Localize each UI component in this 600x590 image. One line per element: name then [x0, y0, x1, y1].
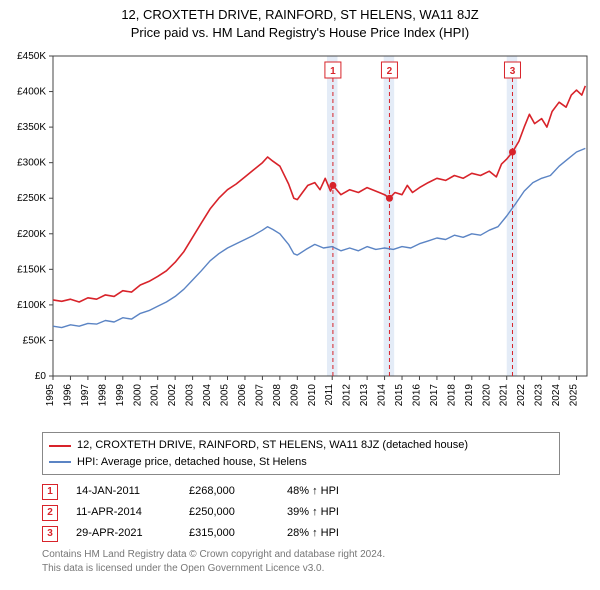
- svg-text:£450K: £450K: [17, 51, 46, 62]
- sales-table: 1 14-JAN-2011 £268,000 48% ↑ HPI 2 11-AP…: [42, 481, 560, 544]
- svg-text:2009: 2009: [289, 384, 300, 407]
- svg-text:2005: 2005: [220, 384, 231, 407]
- chart-area: £0 £50K £100K £150K £200K £250K £300K £350K £400…: [5, 46, 595, 426]
- svg-text:£300K: £300K: [17, 158, 46, 169]
- sale-date-1: 14-JAN-2011: [76, 481, 171, 502]
- svg-text:1: 1: [330, 66, 336, 77]
- svg-text:2: 2: [387, 66, 393, 77]
- svg-text:2016: 2016: [411, 384, 422, 407]
- title-subtitle: Price paid vs. HM Land Registry's House …: [10, 24, 590, 42]
- attribution-line1: Contains HM Land Registry data © Crown c…: [42, 548, 560, 562]
- legend-swatch-property: [49, 445, 71, 447]
- sale-delta-1: 48% ↑ HPI: [287, 481, 377, 502]
- svg-text:1997: 1997: [80, 384, 91, 407]
- svg-text:2022: 2022: [516, 384, 527, 407]
- svg-text:2019: 2019: [464, 384, 475, 407]
- svg-text:1996: 1996: [62, 384, 73, 407]
- svg-text:3: 3: [510, 66, 516, 77]
- svg-text:2006: 2006: [237, 384, 248, 407]
- svg-text:£350K: £350K: [17, 122, 46, 133]
- svg-text:£250K: £250K: [17, 194, 46, 205]
- svg-text:2004: 2004: [202, 384, 213, 407]
- sale-delta-3: 28% ↑ HPI: [287, 523, 377, 544]
- svg-text:2014: 2014: [377, 384, 388, 407]
- svg-text:2015: 2015: [394, 384, 405, 407]
- svg-text:2011: 2011: [324, 384, 335, 406]
- legend-item-property: 12, CROXTETH DRIVE, RAINFORD, ST HELENS,…: [49, 437, 553, 454]
- svg-text:£400K: £400K: [17, 87, 46, 98]
- svg-text:1995: 1995: [45, 384, 56, 407]
- svg-text:£150K: £150K: [17, 265, 46, 276]
- svg-text:2000: 2000: [132, 384, 143, 407]
- attribution-line2: This data is licensed under the Open Gov…: [42, 562, 560, 576]
- sale-price-1: £268,000: [189, 481, 269, 502]
- chart-svg: £0 £50K £100K £150K £200K £250K £300K £350K £400…: [5, 46, 595, 426]
- svg-text:2025: 2025: [569, 384, 580, 407]
- svg-text:1999: 1999: [115, 384, 126, 407]
- sale-badge-3: 3: [42, 526, 58, 542]
- svg-text:£50K: £50K: [23, 336, 47, 347]
- sale-date-2: 11-APR-2014: [76, 502, 171, 523]
- svg-text:2013: 2013: [359, 384, 370, 407]
- sale-price-3: £315,000: [189, 523, 269, 544]
- svg-text:2002: 2002: [167, 384, 178, 407]
- sale-row-3: 3 29-APR-2021 £315,000 28% ↑ HPI: [42, 523, 560, 544]
- svg-text:2008: 2008: [272, 384, 283, 407]
- svg-text:2023: 2023: [534, 384, 545, 407]
- sale-date-3: 29-APR-2021: [76, 523, 171, 544]
- title-address: 12, CROXTETH DRIVE, RAINFORD, ST HELENS,…: [10, 6, 590, 24]
- svg-text:2001: 2001: [150, 384, 161, 407]
- chart-container: { "title": { "line1": "12, CROXTETH DRIV…: [0, 0, 600, 576]
- legend-swatch-hpi: [49, 461, 71, 463]
- sale-row-2: 2 11-APR-2014 £250,000 39% ↑ HPI: [42, 502, 560, 523]
- svg-text:2010: 2010: [307, 384, 318, 407]
- sale-price-2: £250,000: [189, 502, 269, 523]
- legend-item-hpi: HPI: Average price, detached house, St H…: [49, 454, 553, 471]
- sale-delta-2: 39% ↑ HPI: [287, 502, 377, 523]
- svg-text:2003: 2003: [185, 384, 196, 407]
- svg-text:£0: £0: [35, 371, 47, 382]
- svg-text:£200K: £200K: [17, 229, 46, 240]
- svg-text:2007: 2007: [254, 384, 265, 407]
- legend-label-hpi: HPI: Average price, detached house, St H…: [77, 454, 307, 471]
- svg-text:2018: 2018: [446, 384, 457, 407]
- svg-text:1998: 1998: [97, 384, 108, 407]
- sale-badge-2: 2: [42, 505, 58, 521]
- sale-row-1: 1 14-JAN-2011 £268,000 48% ↑ HPI: [42, 481, 560, 502]
- legend-label-property: 12, CROXTETH DRIVE, RAINFORD, ST HELENS,…: [77, 437, 468, 454]
- svg-text:2024: 2024: [551, 384, 562, 407]
- svg-text:2017: 2017: [429, 384, 440, 407]
- svg-text:2020: 2020: [481, 384, 492, 407]
- svg-text:2021: 2021: [499, 384, 510, 407]
- svg-text:£100K: £100K: [17, 300, 46, 311]
- title-block: 12, CROXTETH DRIVE, RAINFORD, ST HELENS,…: [0, 0, 600, 46]
- legend: 12, CROXTETH DRIVE, RAINFORD, ST HELENS,…: [42, 432, 560, 475]
- sale-badge-1: 1: [42, 484, 58, 500]
- attribution: Contains HM Land Registry data © Crown c…: [42, 548, 560, 576]
- svg-text:2012: 2012: [342, 384, 353, 407]
